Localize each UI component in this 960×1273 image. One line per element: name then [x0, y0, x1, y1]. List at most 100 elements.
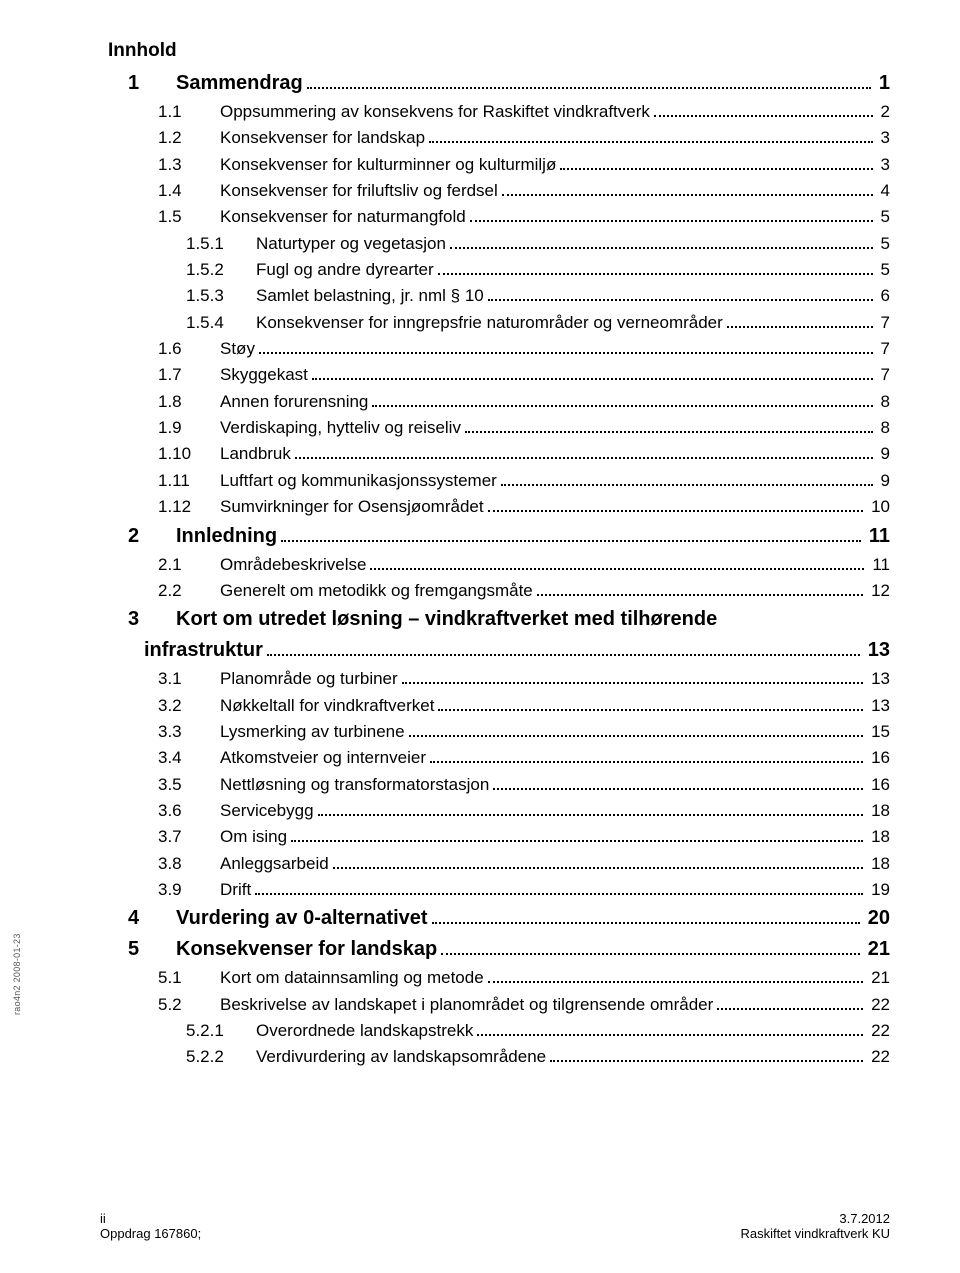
toc-leader	[438, 260, 873, 275]
toc-entry-number: 3	[100, 604, 176, 635]
toc-entry-label: Planområde og turbiner	[220, 666, 398, 692]
toc-leader	[430, 748, 863, 763]
toc-leader	[312, 365, 873, 380]
toc-entry-number: 3.8	[100, 851, 220, 877]
toc-entry: 1.8Annen forurensning8	[100, 389, 890, 415]
toc-entry: 5.2.1Overordnede landskapstrekk22	[100, 1018, 890, 1044]
toc-leader	[333, 853, 863, 868]
toc-entry-label: Sammendrag	[176, 68, 303, 99]
toc-entry-page: 2	[877, 99, 890, 125]
toc-entry-page: 5	[877, 231, 890, 257]
toc-leader	[409, 722, 864, 737]
toc-entry: 2.2Generelt om metodikk og fremgangsmåte…	[100, 578, 890, 604]
toc-leader	[465, 418, 873, 433]
toc-entry-label: Konsekvenser for landskap	[220, 125, 425, 151]
toc-entry-number: 1	[100, 68, 176, 99]
toc-entry-label: Nettløsning og transformatorstasjon	[220, 772, 489, 798]
footer-doc-title: Raskiftet vindkraftverk KU	[740, 1226, 890, 1241]
toc-entry-number: 1.5.1	[100, 231, 256, 257]
toc-entry-label: Fugl og andre dyrearter	[256, 257, 434, 283]
toc-entry-number: 3.5	[100, 772, 220, 798]
toc-leader	[477, 1021, 863, 1036]
toc-entry-page: 7	[877, 336, 890, 362]
toc-leader	[493, 774, 863, 789]
toc-entry: 3.7Om ising18	[100, 824, 890, 850]
toc-leader	[488, 286, 873, 301]
toc-entry-label: Luftfart og kommunikasjonssystemer	[220, 468, 497, 494]
toc-leader	[470, 207, 873, 222]
toc-leader	[438, 695, 863, 710]
toc-entry: 1.10Landbruk9	[100, 441, 890, 467]
toc-leader	[450, 233, 873, 248]
toc-entry-label: Overordnede landskapstrekk	[256, 1018, 473, 1044]
toc-entry-number: 3.1	[100, 666, 220, 692]
toc-entry-page: 18	[867, 851, 890, 877]
toc-entry-label: Nøkkeltall for vindkraftverket	[220, 693, 434, 719]
toc-entry-label: Beskrivelse av landskapet i planområdet …	[220, 992, 713, 1018]
toc-entry: 1.11Luftfart og kommunikasjonssystemer 9	[100, 468, 890, 494]
toc-leader	[501, 471, 873, 486]
toc-entry-number: 1.8	[100, 389, 220, 415]
toc-entry: 3.4Atkomstveier og internveier16	[100, 745, 890, 771]
toc-entry: 1Sammendrag1	[100, 68, 890, 99]
toc-entry-page: 1	[875, 68, 890, 99]
toc-entry-page: 3	[877, 125, 890, 151]
toc-entry-label-cont: infrastruktur	[100, 635, 263, 666]
toc-entry-page: 10	[867, 494, 890, 520]
toc-entry-page: 22	[867, 1044, 890, 1070]
toc-entry-label: Vurdering av 0-alternativet	[176, 903, 428, 934]
toc-entry-number: 1.4	[100, 178, 220, 204]
toc-entry: 2Innledning11	[100, 521, 890, 552]
toc-entry-number: 3.3	[100, 719, 220, 745]
toc-entry: 1.5.1Naturtyper og vegetasjon5	[100, 231, 890, 257]
toc-leader	[441, 940, 860, 955]
toc-entry: 3.3Lysmerking av turbinene15	[100, 719, 890, 745]
toc-entry-number: 1.3	[100, 152, 220, 178]
toc-leader	[318, 801, 864, 816]
toc-leader	[560, 154, 872, 169]
toc-entry-page: 19	[867, 877, 890, 903]
toc-entry-number: 1.5.3	[100, 283, 256, 309]
toc-entry-number: 5.2.2	[100, 1044, 256, 1070]
toc-entry-page: 7	[877, 362, 890, 388]
toc-leader	[502, 181, 873, 196]
toc-leader	[550, 1047, 863, 1062]
toc-entry-label: Generelt om metodikk og fremgangsmåte	[220, 578, 533, 604]
toc-entry-page: 13	[864, 635, 890, 666]
toc-entry: 1.1Oppsummering av konsekvens for Raskif…	[100, 99, 890, 125]
toc-entry: 1.5.2Fugl og andre dyrearter5	[100, 257, 890, 283]
toc-entry-page: 8	[877, 389, 890, 415]
toc-entry: 5Konsekvenser for landskap21	[100, 934, 890, 965]
toc-entry-page: 11	[868, 552, 890, 578]
toc-entry: 1.12Sumvirkninger for Osensjøområdet10	[100, 494, 890, 520]
toc-entry: 1.5Konsekvenser for naturmangfold5	[100, 204, 890, 230]
toc-entry: 1.5.4Konsekvenser for inngrepsfrie natur…	[100, 310, 890, 336]
toc-leader	[255, 880, 863, 895]
toc-leader	[307, 74, 871, 89]
table-of-contents: 1Sammendrag11.1Oppsummering av konsekven…	[100, 68, 890, 1071]
toc-entry-page: 22	[867, 992, 890, 1018]
footer-project: Oppdrag 167860;	[100, 1226, 201, 1241]
toc-entry-page: 9	[877, 468, 890, 494]
toc-entry-page: 7	[877, 310, 890, 336]
toc-entry-number: 3.6	[100, 798, 220, 824]
toc-entry-number: 3.4	[100, 745, 220, 771]
toc-entry-number: 2.2	[100, 578, 220, 604]
toc-entry-label: Samlet belastning, jr. nml § 10	[256, 283, 484, 309]
toc-entry: 3.6Servicebygg18	[100, 798, 890, 824]
toc-entry: 1.5.3Samlet belastning, jr. nml § 106	[100, 283, 890, 309]
toc-entry-label: Konsekvenser for inngrepsfrie naturområd…	[256, 310, 723, 336]
toc-entry-page: 16	[867, 745, 890, 771]
toc-entry: 5.2Beskrivelse av landskapet i planområd…	[100, 992, 890, 1018]
toc-entry-number: 1.7	[100, 362, 220, 388]
toc-entry-number: 1.11	[100, 468, 220, 494]
toc-entry-number: 1.6	[100, 336, 220, 362]
toc-entry-label: Landbruk	[220, 441, 291, 467]
toc-leader	[370, 554, 864, 569]
side-rotation-label: rao4n2 2008-01-23	[12, 933, 22, 1015]
toc-entry-number: 5	[100, 934, 176, 965]
toc-entry-page: 18	[867, 824, 890, 850]
toc-entry-page: 11	[865, 521, 890, 552]
toc-entry-number: 3.7	[100, 824, 220, 850]
toc-entry-number: 3.9	[100, 877, 220, 903]
